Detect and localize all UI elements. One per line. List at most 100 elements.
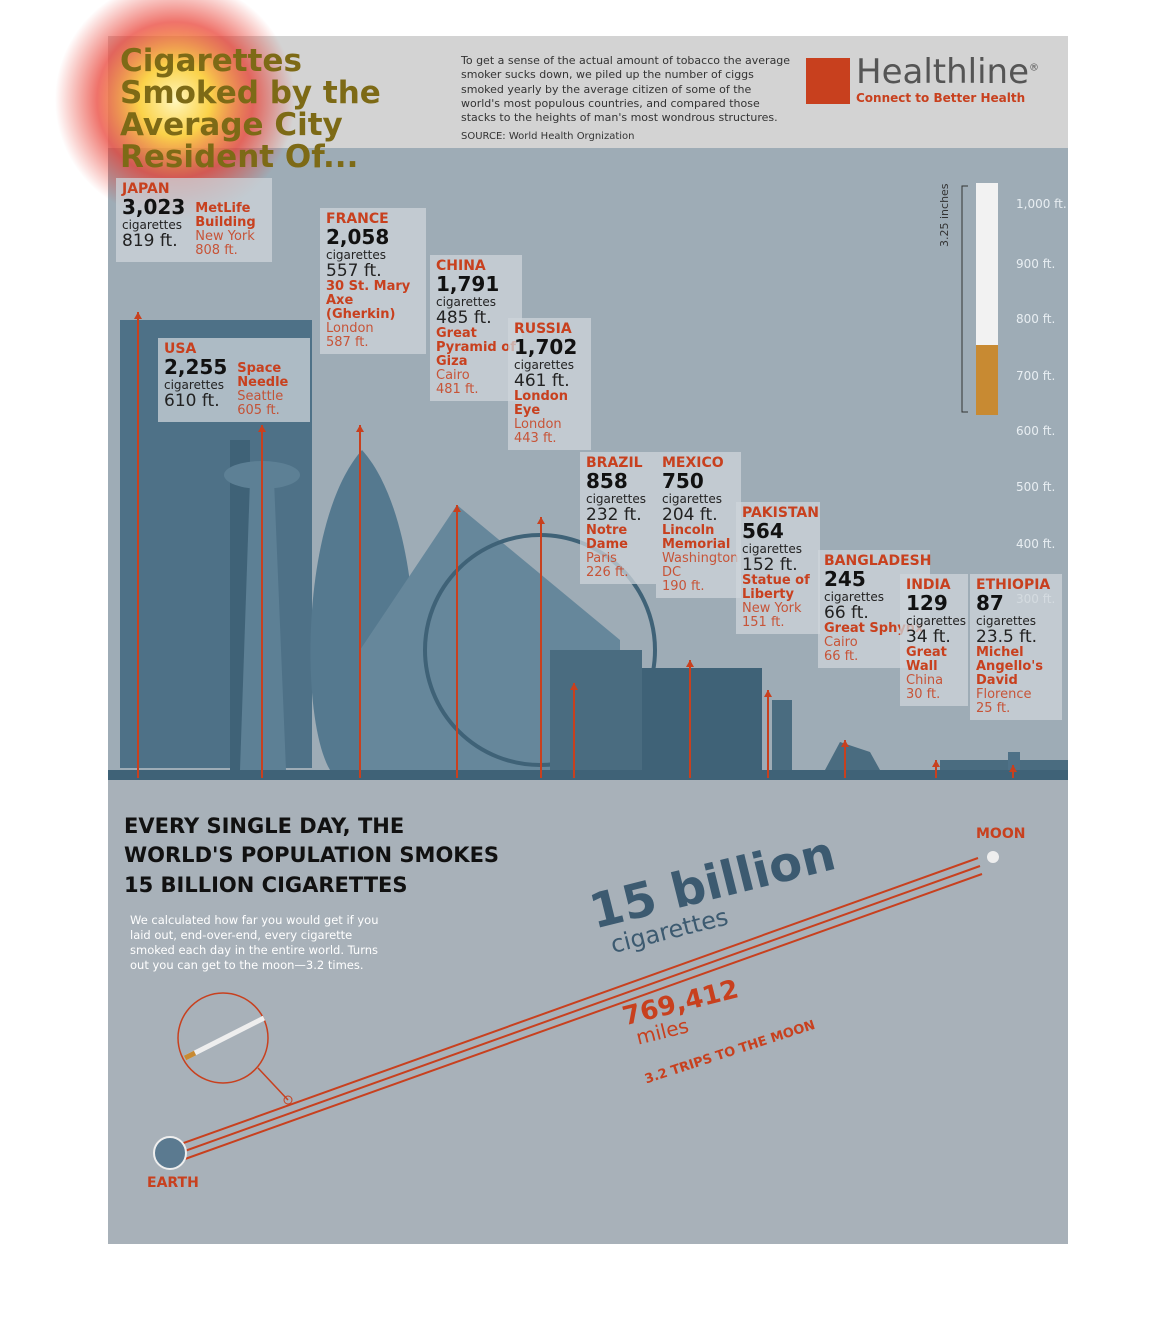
earth-label: EARTH <box>147 1175 199 1191</box>
landmark-city: London <box>514 417 562 433</box>
country-name: ETHIOPIA <box>976 577 1051 593</box>
landmark-height: 66 ft. <box>824 649 859 665</box>
scale-tick: 1,000 ft. <box>1016 197 1067 211</box>
stack-height: 66 ft. <box>824 602 869 623</box>
cigarette-unit: cigarettes <box>122 217 182 232</box>
cigarette-unit: cigarettes <box>662 491 722 506</box>
country-box: RUSSIA 1,702 cigarettes 461 ft. London Eye Lo… <box>508 318 591 451</box>
arrow-head <box>1009 765 1017 772</box>
brand-mark: ® <box>1029 62 1040 74</box>
stack-height: 485 ft. <box>436 307 492 328</box>
country-box: USA 2,255 cigarettes 610 ft. Space Needle Sea… <box>158 338 310 423</box>
country-name: RUSSIA <box>514 321 572 337</box>
country-stats: RUSSIA 1,702 cigarettes 461 ft. London Eye Lo… <box>514 321 585 447</box>
country-box: JAPAN 3,023 cigarettes 819 ft. MetLife Build… <box>116 178 272 263</box>
stack-height: 819 ft. <box>122 230 178 251</box>
country-stats: FRANCE 2,058 cigarettes 557 ft. 30 St. Mary … <box>326 211 420 350</box>
cigarette-count: 2,058 <box>326 225 390 250</box>
landmark-city: Seattle <box>237 389 284 405</box>
tagline: Connect to Better Health <box>856 91 1026 105</box>
stack-height: 232 ft. <box>586 504 642 525</box>
daily-headline: EVERY SINGLE DAY, THE WORLD'S POPULATION… <box>124 812 499 900</box>
landmark-city: New York <box>742 601 802 617</box>
landmark-name: Statue of Liberty <box>742 573 810 603</box>
country-stats: BRAZIL 858 cigarettes 232 ft. Notre Dame Pari… <box>586 455 650 581</box>
landmark-name: MetLife Building <box>195 201 256 231</box>
landmark-city: Florence <box>976 687 1032 703</box>
scale-tick: 600 ft. <box>1016 424 1056 438</box>
stack-height: 557 ft. <box>326 260 382 281</box>
landmark-height: 808 ft. <box>195 243 238 259</box>
country-name: INDIA <box>906 577 951 593</box>
arrow-head <box>356 425 364 432</box>
cigarette-unit: cigarettes <box>326 247 386 262</box>
landmark-name: Lincoln Memorial <box>662 523 731 553</box>
country-name: FRANCE <box>326 211 389 227</box>
country-box: ETHIOPIA 87 cigarettes 23.5 ft. Michel Angel… <box>970 574 1062 721</box>
cigarette-unit: cigarettes <box>586 491 646 506</box>
landmark-name: Notre Dame <box>586 523 628 553</box>
cigarette-unit: cigarettes <box>906 613 966 628</box>
cigarette-count: 1,702 <box>514 335 578 360</box>
country-stats: BANGLADESH 245 cigarettes 66 ft. Great Sphyn… <box>824 553 932 665</box>
cigarette-count: 3,023 <box>122 195 186 220</box>
landmark-height: 151 ft. <box>742 615 785 631</box>
cigarette-count: 2,255 <box>164 355 228 380</box>
country-name: CHINA <box>436 258 486 274</box>
country-stats: ETHIOPIA 87 cigarettes 23.5 ft. Michel Angel… <box>976 577 1056 717</box>
cigarette-count: 564 <box>742 519 784 544</box>
scale-tick: 400 ft. <box>1016 537 1056 551</box>
landmark-city: Cairo <box>824 635 858 651</box>
arrow-head <box>932 760 940 767</box>
country-stats: MEXICO 750 cigarettes 204 ft. Lincoln Memori… <box>662 455 738 595</box>
landmark-name: Great Wall <box>906 645 947 675</box>
cigarette-count: 245 <box>824 567 866 592</box>
headline-line: 15 BILLION CIGARETTES <box>124 872 408 897</box>
country-name: JAPAN <box>122 181 170 197</box>
arrow-head <box>453 505 461 512</box>
stack-height: 610 ft. <box>164 390 220 411</box>
scale-tick: 700 ft. <box>1016 369 1056 383</box>
country-box: PAKISTAN 564 cigarettes 152 ft. Statue of Li… <box>736 502 820 635</box>
logo-mark <box>806 58 850 104</box>
cigarette-count: 87 <box>976 591 1004 616</box>
title: Cigarettes Smoked by the Average City Re… <box>120 43 381 175</box>
landmark-height: 25 ft. <box>976 701 1011 717</box>
landmark-city: London <box>326 321 374 337</box>
landmark-name: Michel Angello's David <box>976 645 1043 689</box>
scale-tick: 800 ft. <box>1016 312 1056 326</box>
landmark-name: 30 St. Mary Axe (Gherkin) <box>326 279 411 323</box>
landmark-height: 190 ft. <box>662 579 705 595</box>
country-box: CHINA 1,791 cigarettes 485 ft. Great Pyramid… <box>430 255 522 402</box>
landmark-name: Great Pyramid of Giza <box>436 326 516 370</box>
arrow-head <box>537 517 545 524</box>
brand: Healthline® <box>856 52 1039 92</box>
country-box: BRAZIL 858 cigarettes 232 ft. Notre Dame Pari… <box>580 452 656 585</box>
country-stats: JAPAN 3,023 cigarettes 819 ft. <box>122 181 186 258</box>
landmark-city: New York <box>195 229 255 245</box>
landmark-height: 481 ft. <box>436 382 479 398</box>
landmark-height: 443 ft. <box>514 431 557 447</box>
arrow-head <box>570 683 578 690</box>
country-stats: USA 2,255 cigarettes 610 ft. <box>164 341 228 418</box>
cigarette-count: 129 <box>906 591 948 616</box>
arrow-head <box>258 425 266 432</box>
brand-name: Healthline <box>856 52 1030 92</box>
landmark-name: London Eye <box>514 389 568 419</box>
stack-height: 461 ft. <box>514 370 570 391</box>
country-stats: PAKISTAN 564 cigarettes 152 ft. Statue of Li… <box>742 505 819 631</box>
country-box: INDIA 129 cigarettes 34 ft. Great Wall China 3… <box>900 574 968 707</box>
intro: To get a sense of the actual amount of t… <box>461 54 791 125</box>
landmark-info: MetLife Building New York 808 ft. <box>195 201 266 259</box>
country-name: BANGLADESH <box>824 553 932 569</box>
moon-label: MOON <box>976 826 1026 842</box>
daily-text: We calculated how far you would get if y… <box>130 913 379 972</box>
cigarette-unit: cigarettes <box>164 377 224 392</box>
cigarette-unit: cigarettes <box>742 541 802 556</box>
scale-label: 3.25 inches <box>938 183 951 247</box>
arrow-head <box>686 660 694 667</box>
cigarette-unit: cigarettes <box>976 613 1036 628</box>
landmark-height: 226 ft. <box>586 565 629 581</box>
cigarette-count: 750 <box>662 469 704 494</box>
